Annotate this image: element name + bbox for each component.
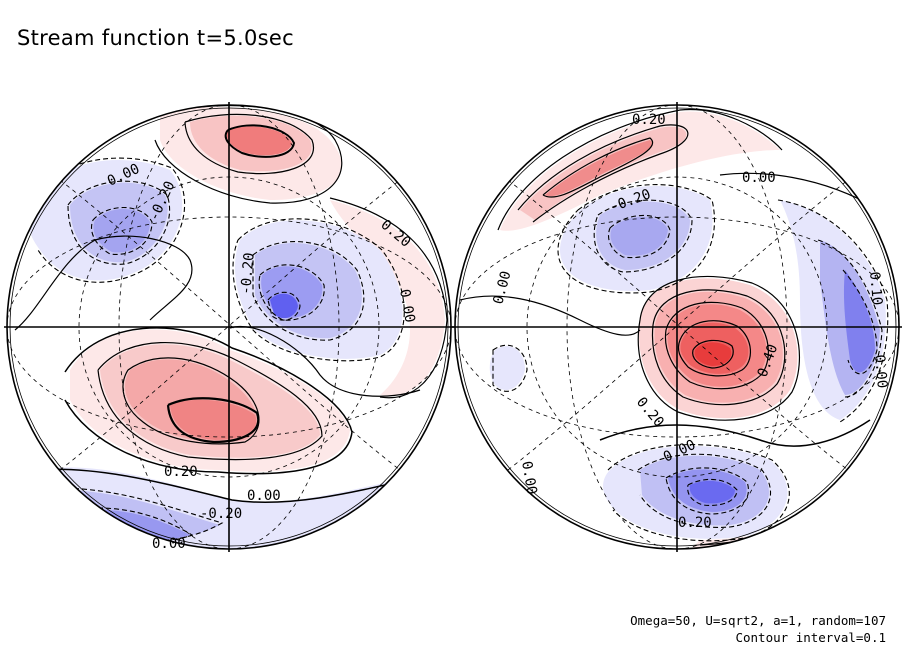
contour-label: -0.20	[238, 252, 258, 295]
left-shaded-field	[7, 105, 451, 549]
parameters-note: Omega=50, U=sqrt2, a=1, random=107	[630, 613, 886, 628]
contour-label: 0.10	[866, 271, 885, 306]
contour-label: 0.00	[247, 488, 281, 504]
plot-title: Stream function t=5.0sec	[17, 26, 294, 50]
contour-label: 0.00	[518, 460, 540, 496]
contour-label: 0.00	[742, 170, 776, 186]
contour-label: 0.20	[678, 515, 712, 531]
contour-interval-note: Contour interval=0.1	[735, 630, 886, 645]
contour-label: 0.20	[632, 112, 666, 128]
contour-label: 0.00	[152, 536, 186, 552]
contour-label: 0.00	[871, 354, 890, 389]
contour-label: 0.00	[396, 288, 418, 324]
contour-label: 0.20	[164, 464, 198, 480]
right-hemisphere	[452, 102, 902, 552]
contour-label: -0.20	[200, 506, 242, 522]
left-hemisphere	[4, 102, 454, 552]
